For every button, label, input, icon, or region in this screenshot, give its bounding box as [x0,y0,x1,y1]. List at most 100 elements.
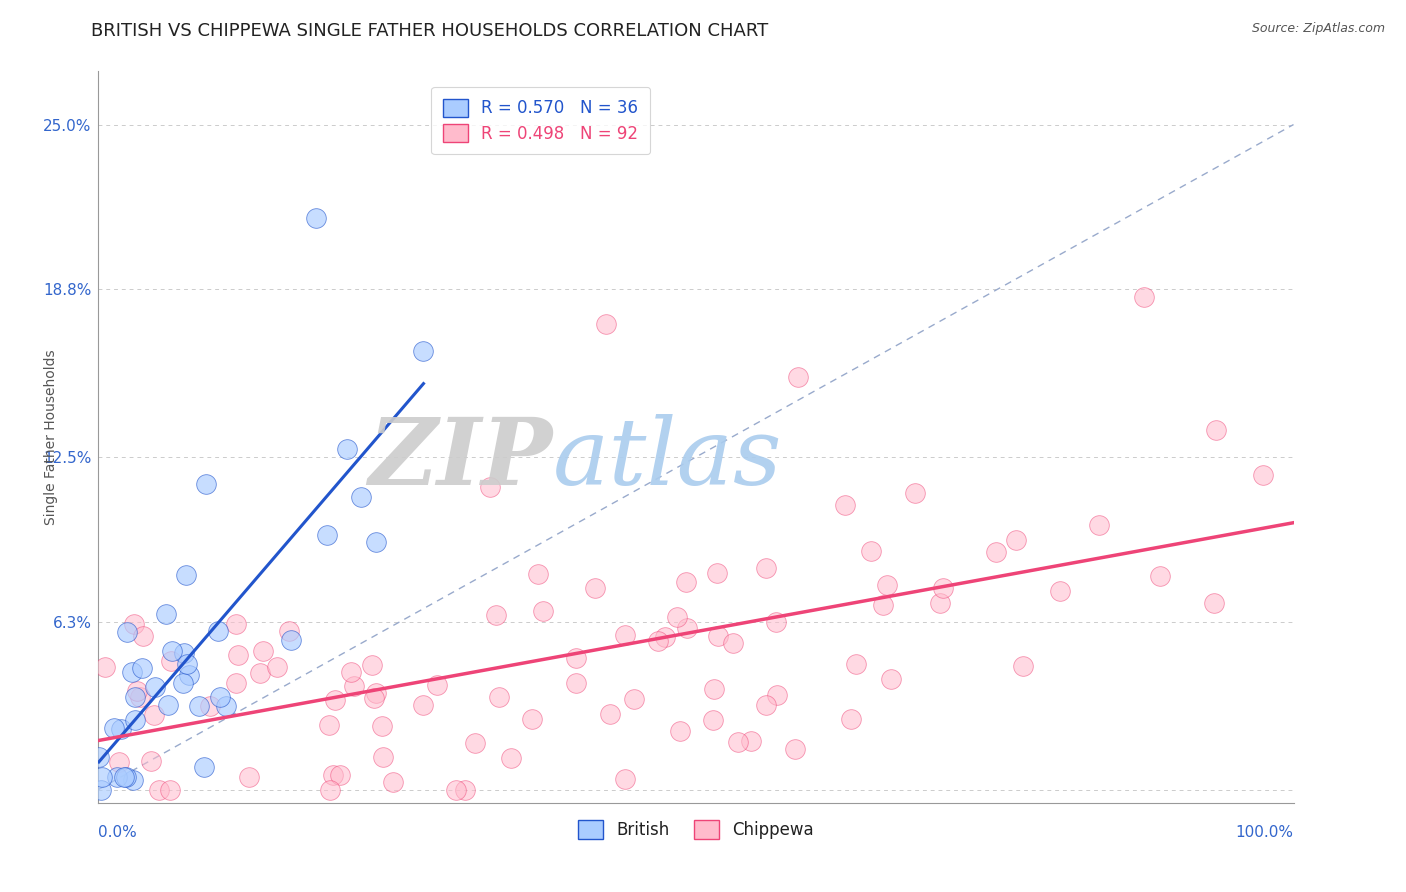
Point [110,722,132,736]
Point [132,629,155,643]
Point [676,621,699,635]
Point [193,760,215,774]
Point [328,768,350,782]
Point [1004,533,1026,547]
Point [207,624,229,638]
Point [160,643,183,657]
Point [188,698,211,713]
Point [531,604,554,618]
Point [583,581,606,595]
Point [94,659,117,673]
Point [1088,518,1111,533]
Point [1133,290,1156,304]
Point [209,690,232,705]
Point [179,667,201,681]
Point [614,628,637,642]
Point [839,713,862,727]
Point [599,707,621,722]
Point [174,567,197,582]
Point [766,688,789,702]
Point [565,651,588,665]
Point [363,690,385,705]
Point [143,681,166,695]
Point [444,782,467,797]
Point [112,770,135,784]
Point [225,675,247,690]
Point [786,370,808,384]
Point [1012,659,1035,673]
Point [564,675,586,690]
Point [215,698,238,713]
Point [723,636,745,650]
Text: Single Father Households: Single Father Households [44,350,58,524]
Point [872,598,894,612]
Point [371,750,394,764]
Point [666,609,689,624]
Point [382,775,405,789]
Point [361,657,384,672]
Text: 100.0%: 100.0% [1236,825,1294,839]
Point [155,607,177,621]
Point [173,646,195,660]
Point [90,782,112,797]
Point [1204,596,1226,610]
Point [707,629,730,643]
Point [172,676,194,690]
Point [315,528,337,542]
Point [115,624,138,639]
Point [1205,424,1227,438]
Point [412,343,434,358]
Point [103,722,125,736]
Point [87,750,110,764]
Point [195,476,218,491]
Point [928,596,950,610]
Point [876,578,898,592]
Point [124,690,146,705]
Point [318,718,340,732]
Point [252,643,274,657]
Point [1149,569,1171,583]
Point [238,770,260,784]
Point [225,616,247,631]
Point [249,666,271,681]
Point [614,772,637,787]
Text: BRITISH VS CHIPPEWA SINGLE FATHER HOUSEHOLDS CORRELATION CHART: BRITISH VS CHIPPEWA SINGLE FATHER HOUSEH… [91,22,769,40]
Point [159,782,181,797]
Point [371,719,394,733]
Point [426,678,449,692]
Point [124,713,146,727]
Point [647,633,669,648]
Point [340,665,363,680]
Point [623,692,645,706]
Text: 0.0%: 0.0% [98,825,138,839]
Point [322,767,344,781]
Point [740,734,762,748]
Text: ZIP: ZIP [368,414,553,504]
Point [200,699,222,714]
Point [765,615,787,629]
Point [984,545,1007,559]
Point [488,690,510,704]
Point [139,754,162,768]
Point [478,480,501,494]
Point [148,782,170,797]
Point [501,750,523,764]
Point [108,755,131,769]
Point [125,684,148,698]
Point [654,630,676,644]
Point [91,771,114,785]
Point [350,490,373,504]
Point [932,581,955,595]
Point [880,672,903,686]
Point [364,535,387,549]
Point [706,566,728,581]
Point [228,648,250,662]
Point [702,713,724,727]
Point [675,575,697,590]
Point [128,690,150,705]
Point [318,782,340,797]
Point [305,211,328,225]
Point [122,616,145,631]
Point [343,679,366,693]
Point [336,442,359,456]
